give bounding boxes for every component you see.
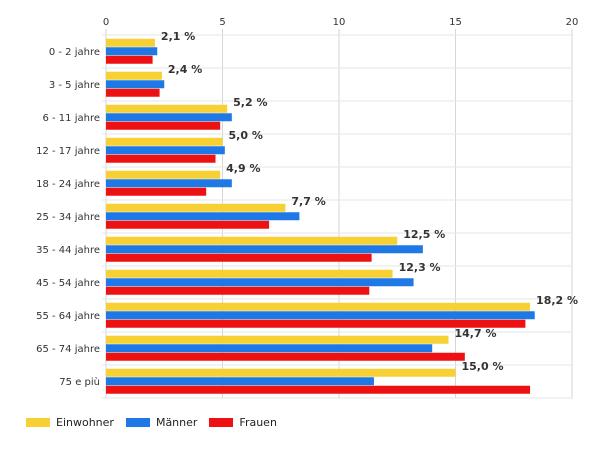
category-label: 3 - 5 jahre (49, 80, 100, 91)
data-label: 7,7 % (291, 195, 325, 208)
bar-mnner (106, 179, 232, 188)
bar-einwohner (106, 269, 393, 278)
category-label: 75 e più (59, 376, 100, 388)
legend-swatch-maenner (125, 418, 150, 427)
bar-frauen (106, 286, 370, 295)
bar-frauen (106, 220, 270, 229)
category-label: 6 - 11 jahre (42, 113, 100, 124)
bar-frauen (106, 121, 221, 130)
data-label: 12,5 % (403, 228, 445, 241)
legend-item-frauen: Frauen (209, 416, 277, 429)
bar-einwohner (106, 368, 456, 377)
bar-einwohner (106, 236, 398, 245)
bar-mnner (106, 47, 158, 56)
category-label: 18 - 24 jahre (36, 179, 100, 190)
legend-swatch-einwohner (26, 418, 50, 427)
bar-mnner (106, 344, 433, 353)
bar-einwohner (106, 137, 223, 146)
x-tick-label: 0 (103, 17, 109, 28)
bar-einwohner (106, 104, 228, 113)
x-tick-label: 20 (566, 17, 579, 28)
bar-mnner (106, 80, 165, 89)
bar-mnner (106, 278, 414, 287)
bar-einwohner (106, 302, 531, 311)
x-tick-label: 5 (219, 17, 225, 28)
data-label: 14,7 % (455, 327, 497, 340)
bar-mnner (106, 311, 535, 320)
bar-einwohner (106, 71, 162, 80)
bar-mnner (106, 146, 225, 155)
x-tick-label: 15 (449, 17, 462, 28)
bar-mnner (106, 212, 300, 221)
category-label: 55 - 64 jahre (36, 311, 100, 322)
bar-einwohner (106, 203, 286, 212)
bar-frauen (106, 385, 531, 394)
category-label: 25 - 34 jahre (36, 212, 100, 223)
data-label: 5,0 % (229, 129, 263, 142)
category-label: 35 - 44 jahre (36, 245, 100, 256)
category-label: 0 - 2 jahre (49, 47, 100, 58)
bar-einwohner (106, 170, 221, 179)
bar-mnner (106, 245, 423, 254)
legend-label-maenner: Männer (155, 416, 198, 429)
bar-frauen (106, 352, 465, 361)
bar-frauen (106, 253, 372, 262)
category-label: 45 - 54 jahre (36, 278, 100, 289)
data-label: 4,9 % (226, 162, 260, 175)
data-label: 2,4 % (168, 63, 202, 76)
legend-item-maenner: Männer (125, 416, 198, 429)
bar-frauen (106, 55, 153, 64)
data-label: 15,0 % (462, 360, 504, 373)
legend-label-frauen: Frauen (239, 416, 277, 429)
data-label: 5,2 % (233, 96, 267, 109)
data-label: 2,1 % (161, 30, 195, 43)
bar-mnner (106, 113, 232, 122)
legend-label-einwohner: Einwohner (56, 416, 114, 429)
category-label: 12 - 17 jahre (36, 146, 100, 157)
legend-swatch-frauen (209, 418, 234, 427)
legend: Einwohner Männer Frauen (26, 416, 277, 429)
bar-einwohner (106, 335, 449, 344)
data-label: 12,3 % (399, 261, 441, 274)
bar-einwohner (106, 38, 155, 47)
x-tick-label: 10 (333, 17, 346, 28)
bar-frauen (106, 88, 160, 97)
data-label: 18,2 % (536, 294, 578, 307)
bar-frauen (106, 154, 216, 163)
bar-mnner (106, 377, 374, 386)
bar-frauen (106, 187, 207, 196)
bar-frauen (106, 319, 526, 328)
legend-item-einwohner: Einwohner (26, 416, 114, 429)
category-label: 65 - 74 jahre (36, 344, 100, 355)
